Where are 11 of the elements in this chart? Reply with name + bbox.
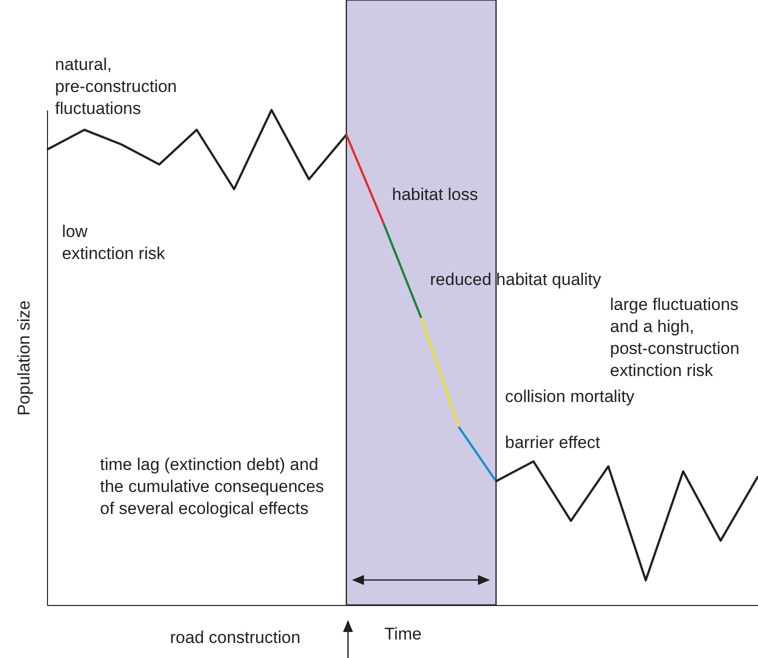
annotation: low extinction risk (62, 222, 166, 263)
annotation: large fluctuations and a high, post-construction extinction risk (610, 295, 740, 380)
y-axis-title: Population size (14, 300, 34, 416)
text: road construction (170, 628, 300, 647)
annotation: habitat loss (392, 185, 478, 204)
x-axis-title: Time (384, 624, 422, 644)
annotation: reduced habitat quality (430, 270, 602, 289)
annotation: barrier effect (505, 433, 600, 452)
annotation: time lag (extinction debt) and the cumulative consequences of several ecological effects (100, 455, 324, 518)
annotation: natural, pre-construction fluctuations (55, 55, 177, 118)
annotation: collision mortality (505, 387, 635, 406)
